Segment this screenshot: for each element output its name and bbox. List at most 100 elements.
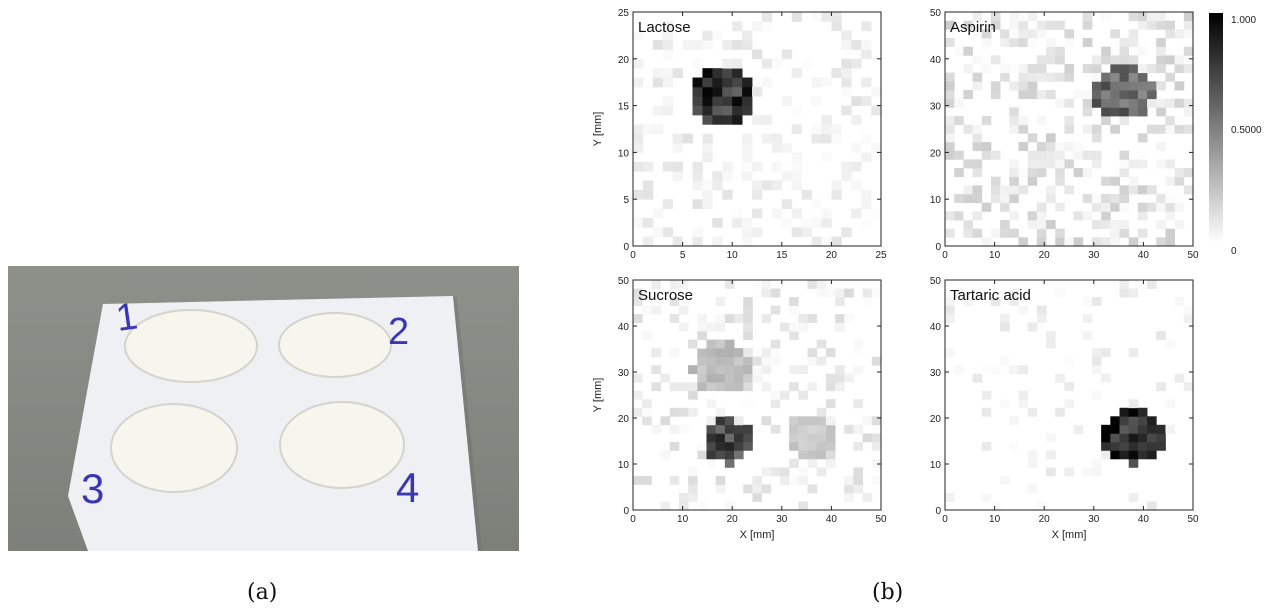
heatmap-cell <box>692 171 703 181</box>
heatmap-cell <box>1027 458 1038 468</box>
heatmap-cell <box>1147 416 1157 426</box>
heatmap-cell <box>715 365 726 375</box>
heatmap-cell <box>662 30 674 41</box>
heatmap-cell <box>697 322 707 332</box>
heatmap-cell <box>1128 55 1139 65</box>
heatmap-cell <box>724 458 735 468</box>
heatmap-cell <box>761 382 772 392</box>
heatmap-cell <box>1137 450 1148 460</box>
heatmap-cell <box>807 280 818 289</box>
heatmap-cell <box>1137 416 1148 426</box>
heatmap-cell <box>1147 90 1157 100</box>
heatmap-cell <box>791 171 803 181</box>
heatmap-cell <box>743 297 753 306</box>
heatmap-cell <box>743 356 753 366</box>
tablet-photo: 1 2 3 4 <box>8 266 519 551</box>
heatmap-cell <box>742 105 753 116</box>
heatmap-cell <box>990 55 1001 65</box>
heatmap-cell <box>1128 72 1139 82</box>
heatmap-cell <box>1027 12 1038 22</box>
heatmap-cell <box>669 314 680 323</box>
heatmap-cell <box>945 72 955 82</box>
heatmap-cell <box>770 356 781 366</box>
heatmap-cell <box>682 133 693 144</box>
heatmap-cell <box>1091 458 1102 468</box>
heatmap-cell <box>1165 237 1176 247</box>
heatmap-cell <box>706 416 717 426</box>
heatmap-cell <box>734 356 744 366</box>
heatmap-cell <box>1000 38 1010 48</box>
heatmap-cell <box>825 458 836 468</box>
heatmap-cell <box>963 124 973 134</box>
heatmap-cell <box>945 314 955 323</box>
heatmap-cell <box>972 72 983 82</box>
heatmap-cell <box>1064 64 1074 74</box>
x-tick-label: 0 <box>942 514 948 525</box>
tablet-2 <box>278 312 392 378</box>
heatmap-cell <box>678 407 689 417</box>
heatmap-cell <box>1027 211 1038 221</box>
heatmap-cell <box>841 40 852 50</box>
heatmap-cell <box>715 407 726 417</box>
y-tick-label: 10 <box>618 148 630 159</box>
heatmap-cell <box>851 143 862 153</box>
heatmap-cell <box>844 373 854 383</box>
heatmap-cell <box>1036 150 1047 160</box>
heatmap-cell <box>1000 202 1010 212</box>
heatmap-cell <box>1009 211 1019 221</box>
heatmap-cell <box>692 96 703 106</box>
heatmap-cell <box>1036 72 1047 82</box>
heatmap-cell <box>1156 12 1166 22</box>
heatmap-cell <box>692 58 703 69</box>
paper-shadow <box>453 296 482 551</box>
heatmap-cell <box>862 288 873 298</box>
heatmap-cell <box>752 280 762 289</box>
heatmap-cell <box>706 365 717 375</box>
heatmap-cell <box>954 194 964 204</box>
heatmap-cell <box>771 143 783 153</box>
heatmap-cell <box>851 96 862 106</box>
heatmap-cell <box>811 217 822 228</box>
heatmap-cell <box>715 373 726 383</box>
heatmap-cell <box>1137 20 1148 30</box>
heatmap-cell <box>1055 228 1065 238</box>
heatmap-cell <box>807 382 818 392</box>
heatmap-cell <box>743 365 753 375</box>
heatmap-cell <box>853 339 864 349</box>
heatmap-cell <box>1119 116 1130 126</box>
heatmap-cell <box>1036 64 1047 74</box>
heatmap-cell <box>1119 159 1130 169</box>
heatmap-cell <box>724 373 735 383</box>
heatmap-cell <box>732 40 743 50</box>
heatmap-cell <box>697 356 707 366</box>
heatmap-cell <box>1147 124 1157 134</box>
heatmap-cell <box>1055 288 1065 298</box>
heatmap-cell <box>798 433 808 443</box>
heatmap-cell <box>963 90 973 100</box>
heatmap-cell <box>697 450 707 460</box>
heatmap-cell <box>1091 90 1102 100</box>
heatmap-cell <box>1110 450 1120 460</box>
heatmap-cell <box>972 142 983 152</box>
heatmap-cell <box>1156 220 1166 230</box>
heatmap-cell <box>981 64 992 74</box>
heatmap-cell <box>831 21 842 32</box>
heatmap-cell <box>1018 20 1029 30</box>
heatmap-cell <box>1101 46 1111 56</box>
heatmap-cell <box>715 382 726 392</box>
heatmap-cell <box>742 227 753 238</box>
heatmap-cell <box>669 297 680 306</box>
heatmap-cell <box>781 171 793 181</box>
heatmap-cell <box>1119 81 1130 91</box>
heatmap-cell <box>1082 194 1093 204</box>
heatmap-cell <box>1110 220 1120 230</box>
x-tick-label: 20 <box>1039 514 1051 525</box>
heatmap-cell <box>724 433 735 443</box>
heatmap-cell <box>954 150 964 160</box>
heatmap-cell <box>1000 29 1010 39</box>
heatmap-cell <box>1009 20 1019 30</box>
x-tick-label: 30 <box>1088 514 1100 525</box>
plot-frame <box>944 279 1194 511</box>
heatmap-cell <box>990 228 1001 238</box>
heatmap-cell <box>1128 450 1139 460</box>
